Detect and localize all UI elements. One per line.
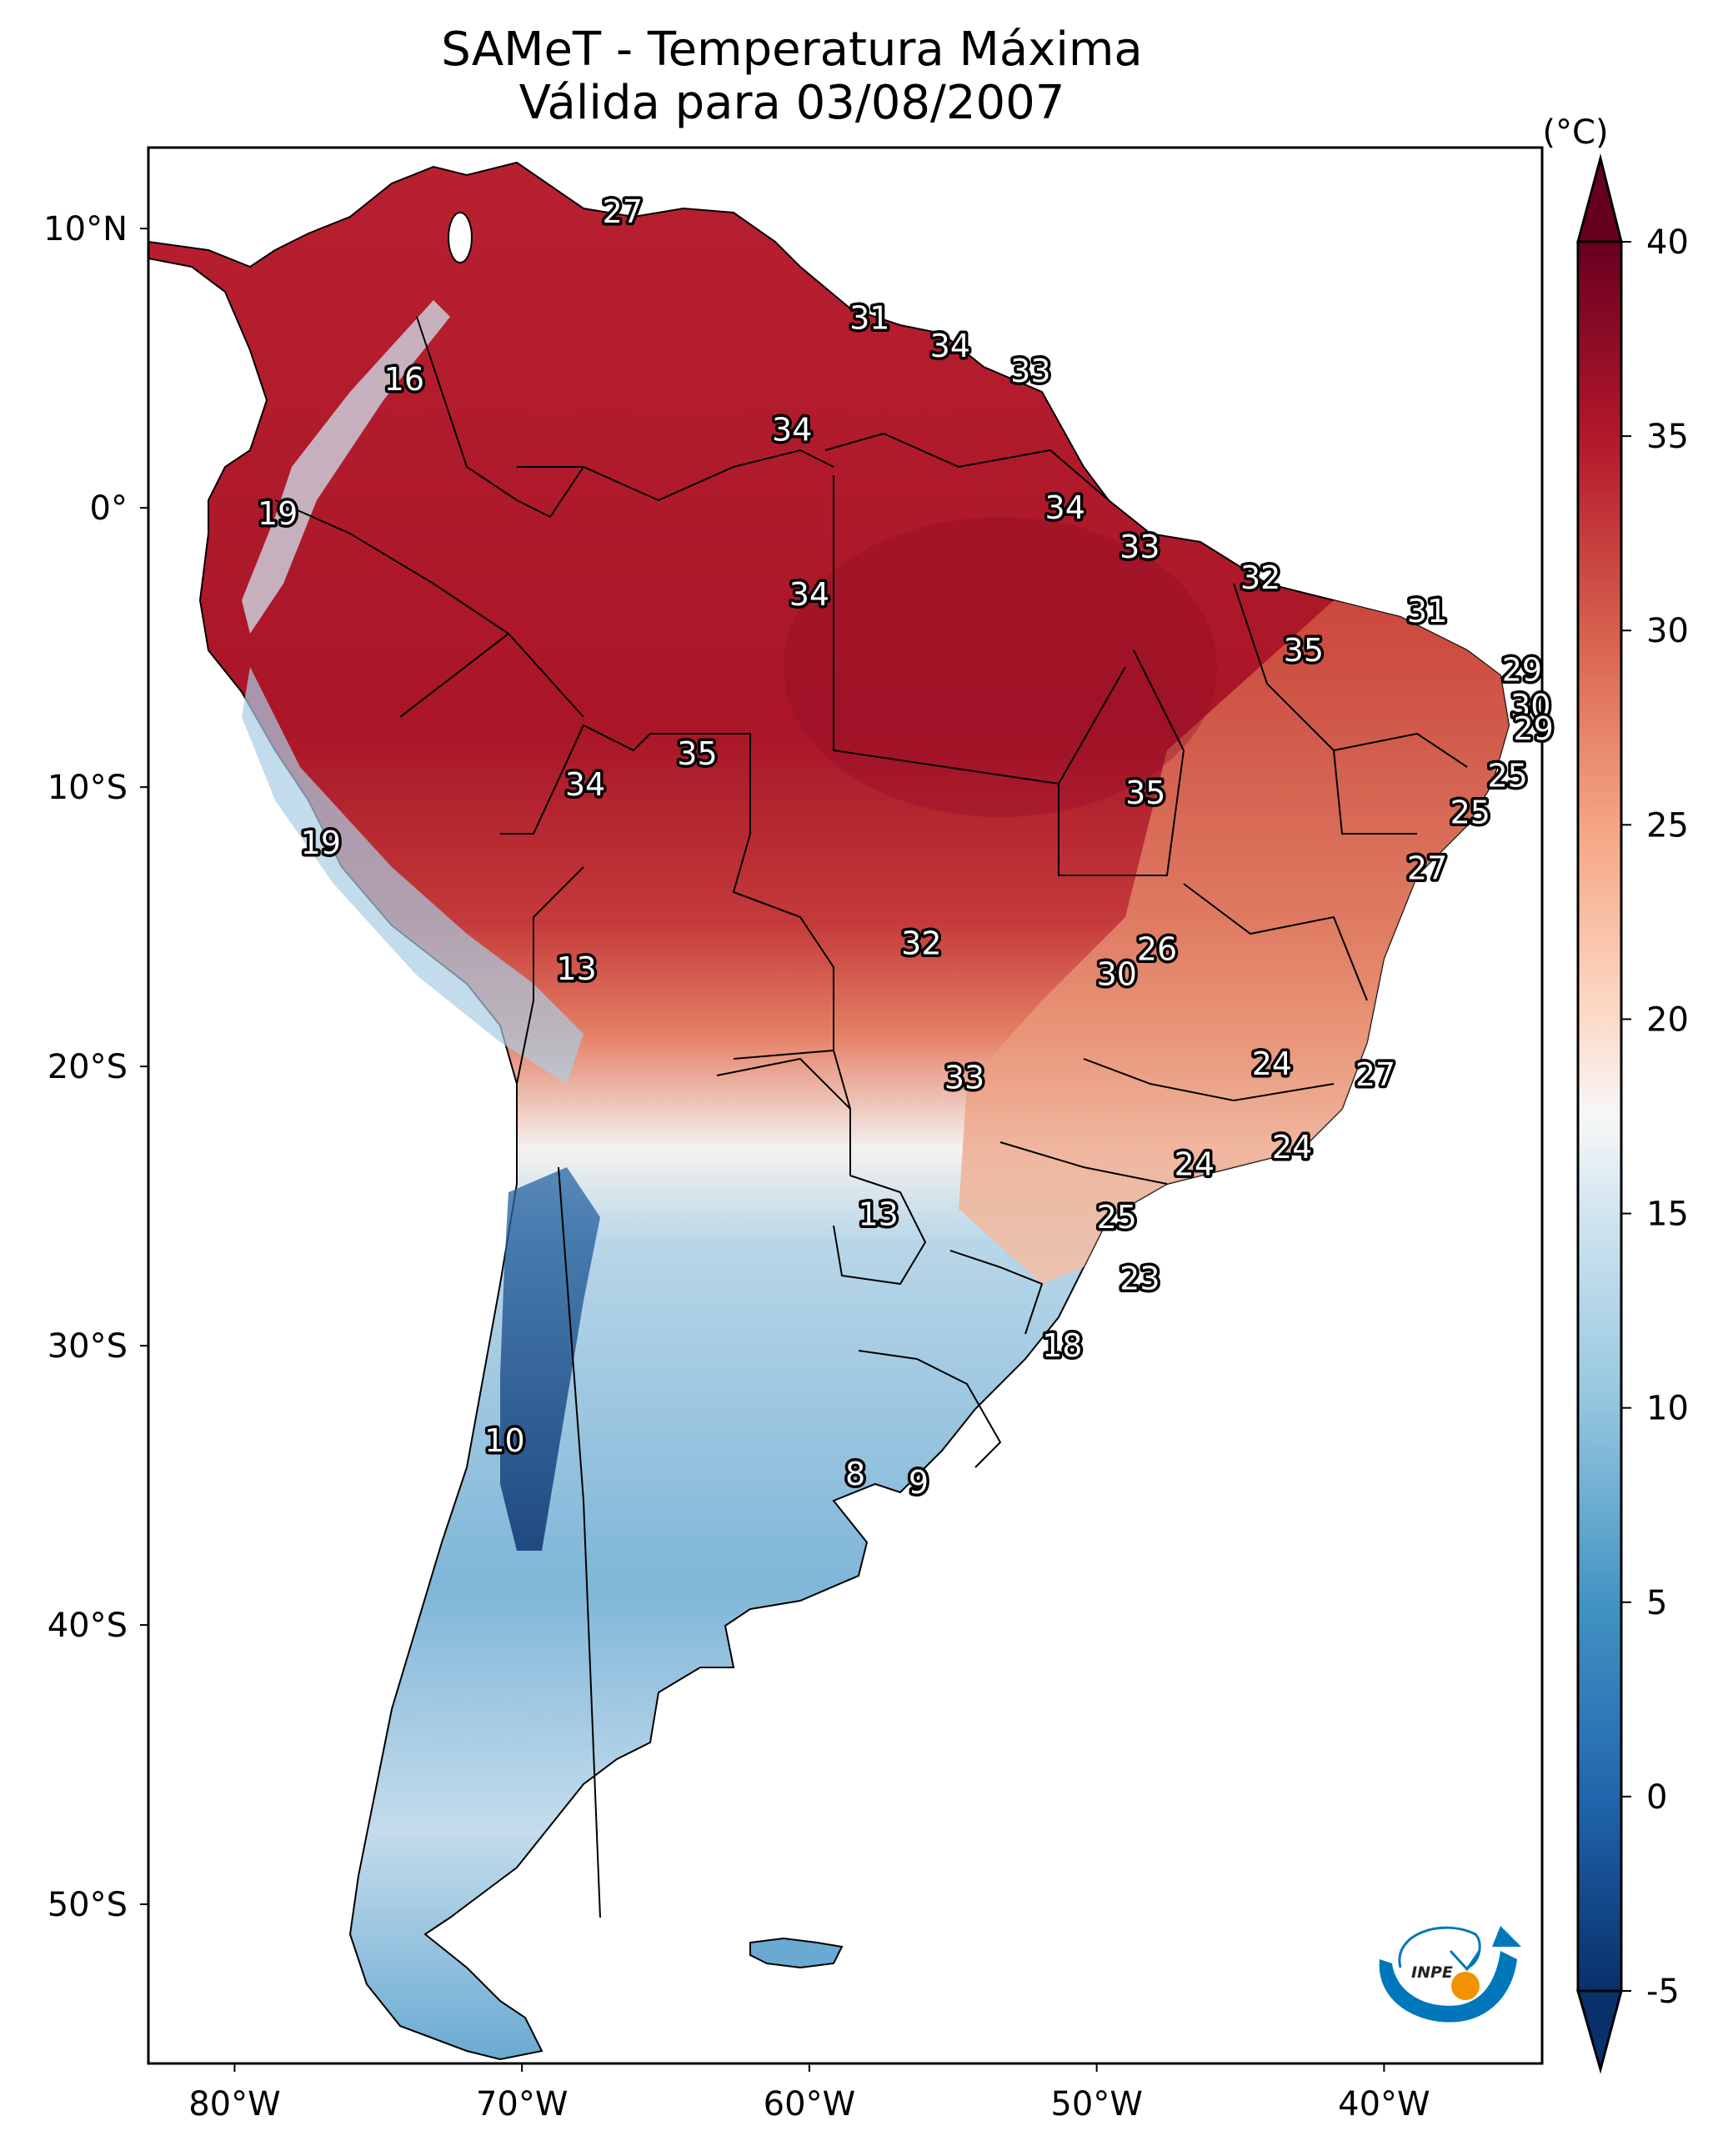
station-value-label: 8: [845, 1456, 865, 1492]
station-value-label: 30: [1097, 956, 1137, 993]
station-value-label: 13: [556, 950, 596, 987]
station-value-label: 30: [1510, 688, 1550, 725]
colorbar-ticks: 40 35 30 25 20 15 10 5 0 -5: [1621, 223, 1689, 2011]
station-value-label: 34: [789, 576, 829, 613]
colorbar: (°C) 40 35 30 25 20 15 10 5 0 -5: [1542, 113, 1689, 2074]
station-value-label: 10: [484, 1422, 524, 1459]
station-value-label: 13: [858, 1196, 898, 1233]
station-value-label: 34: [772, 411, 812, 448]
station-value-label: 29: [1513, 710, 1553, 747]
station-value-label: 33: [1010, 353, 1050, 389]
colorbar-tick-label: 40: [1646, 223, 1689, 262]
colorbar-tick-label: 10: [1646, 1390, 1689, 1428]
station-value-label: 23: [1119, 1261, 1160, 1297]
logo-sun: [1451, 1972, 1480, 2000]
colorbar-gradient: [1576, 240, 1623, 1993]
x-tick-label: 50°W: [1050, 2085, 1142, 2123]
station-value-label: 26: [1137, 930, 1177, 967]
x-tick-label: 60°W: [764, 2085, 855, 2123]
station-value-label: 9: [909, 1464, 929, 1501]
station-value-label: 24: [1175, 1146, 1215, 1182]
station-value-label: 34: [930, 328, 970, 364]
station-labels: 2716193134333434333231343529302925253534…: [254, 191, 1556, 1504]
andes-cold-ridge: [500, 1167, 600, 1551]
lake-maracaibo: [448, 212, 473, 263]
station-value-label: 34: [565, 766, 605, 803]
station-value-label: 27: [1407, 850, 1447, 886]
colorbar-tick-label: 20: [1646, 1000, 1689, 1039]
y-tick-label: 20°S: [48, 1048, 128, 1086]
logo-arrow-head: [1492, 1926, 1521, 1947]
andes-north-ridge: [242, 300, 450, 634]
y-tick-label: 30°S: [48, 1327, 128, 1366]
y-tick-label: 0°: [90, 489, 128, 528]
chart-title: SAMeT - Temperatura Máxima: [441, 23, 1143, 77]
chart-subtitle: Válida para 03/08/2007: [518, 76, 1065, 130]
logo-orbit: [1398, 1926, 1481, 1969]
x-tick-label: 80°W: [188, 2085, 280, 2123]
x-tick-label: 70°W: [476, 2085, 568, 2123]
station-value-label: 35: [677, 735, 717, 772]
amazon-hot-core: [784, 517, 1217, 817]
station-value-label: 25: [1097, 1199, 1137, 1236]
colorbar-tick-label: 25: [1646, 806, 1689, 845]
y-tick-label: 10°S: [48, 769, 128, 807]
y-tick-label: 10°N: [43, 210, 128, 248]
station-value-label: 32: [1240, 559, 1280, 596]
falkland-islands: [749, 1937, 844, 1969]
y-tick-label: 50°S: [48, 1886, 128, 1924]
station-value-label: 19: [301, 825, 341, 861]
y-tick-label: 40°S: [48, 1607, 128, 1645]
station-value-label: 27: [603, 193, 643, 230]
y-axis: 10°N 0° 10°S 20°S 30°S 40°S 50°S: [43, 210, 148, 1924]
station-value-label: 24: [1252, 1045, 1292, 1082]
colorbar-tick-label: 5: [1646, 1584, 1667, 1622]
station-value-label: 25: [1450, 794, 1490, 830]
station-value-label: 34: [1045, 489, 1085, 526]
station-value-label: 31: [1407, 593, 1447, 629]
colorbar-extend-max: [1576, 153, 1623, 243]
station-value-label: 29: [1502, 651, 1542, 688]
colorbar-tick-label: 15: [1646, 1196, 1689, 1234]
station-value-label: 33: [1119, 529, 1160, 565]
x-tick-label: 40°W: [1338, 2085, 1430, 2123]
colorbar-tick-label: 30: [1646, 612, 1689, 650]
inpe-logo: INPE: [1379, 1926, 1521, 2023]
station-value-label: 35: [1284, 632, 1324, 669]
station-value-label: 19: [258, 495, 298, 532]
logo-text: INPE: [1411, 1963, 1453, 1982]
colorbar-tick-label: 0: [1646, 1778, 1667, 1817]
logo-inner-arrow: [1449, 1949, 1481, 1972]
plot-frame: [147, 146, 1544, 2065]
colorbar-tick-label: 35: [1646, 418, 1689, 456]
country-borders: [274, 316, 1468, 1918]
station-value-label: 18: [1042, 1327, 1082, 1364]
station-value-label: 25: [1487, 758, 1527, 795]
peru-andes-ridge: [242, 667, 584, 1084]
station-value-label: 16: [384, 361, 424, 398]
temperature-field: [148, 161, 1510, 2061]
station-value-label: 32: [901, 925, 941, 962]
colorbar-unit-label: (°C): [1542, 113, 1608, 152]
x-axis: 80°W 70°W 60°W 50°W 40°W: [188, 2063, 1430, 2123]
colorbar-tick-label: -5: [1646, 1973, 1680, 2011]
station-value-label: 31: [849, 299, 889, 336]
station-value-label: 35: [1125, 775, 1165, 811]
eastern-brazil-shade: [959, 600, 1509, 1284]
station-value-label: 33: [944, 1060, 984, 1096]
station-value-label: 24: [1272, 1129, 1312, 1166]
station-value-label: 27: [1355, 1056, 1395, 1093]
logo-swoosh: [1379, 1951, 1517, 2023]
colorbar-extend-min: [1576, 1989, 1623, 2074]
